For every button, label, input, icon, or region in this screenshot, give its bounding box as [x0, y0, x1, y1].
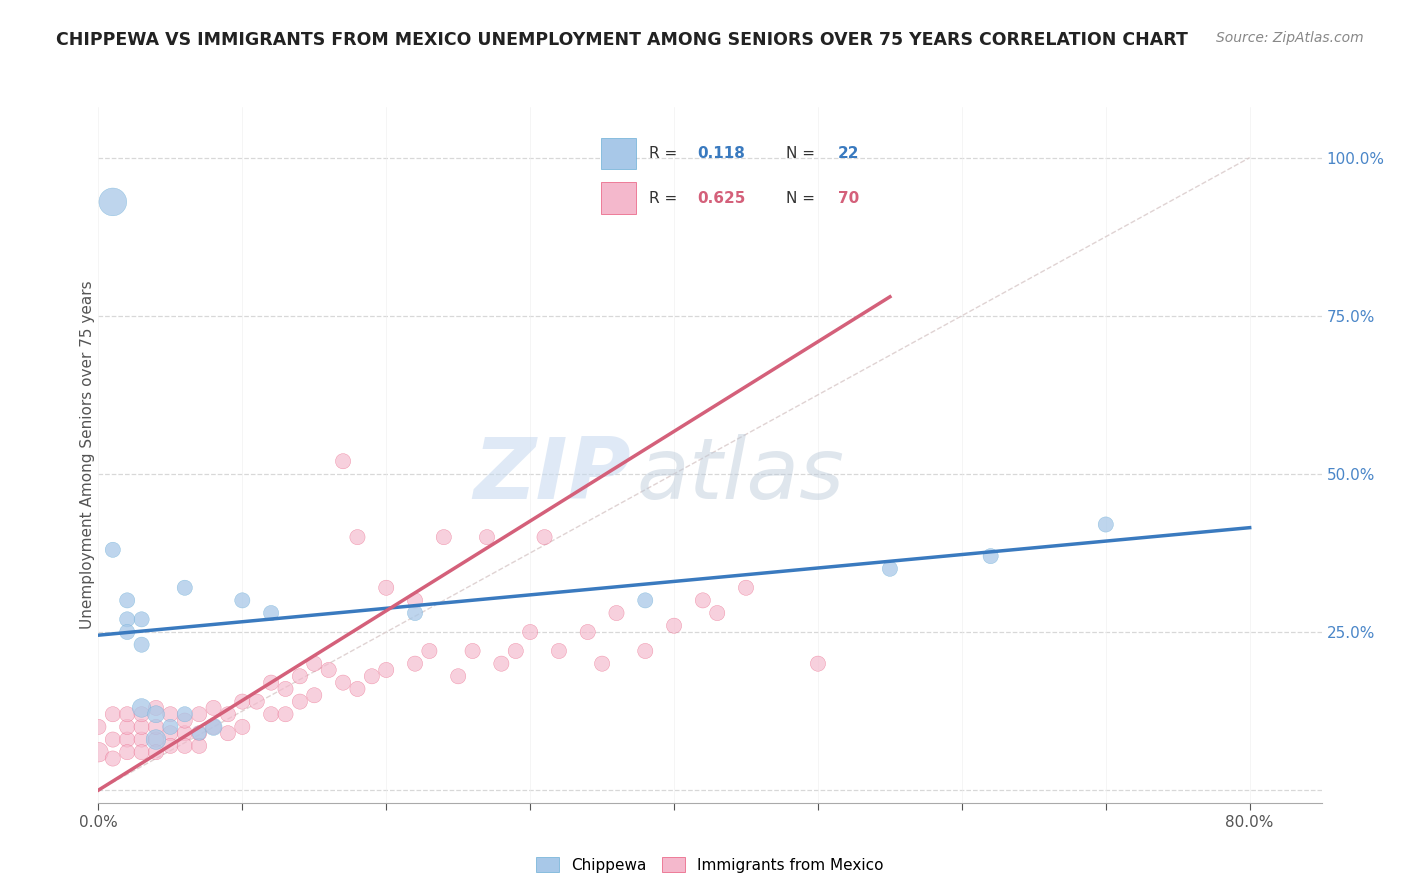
- Point: [505, 644, 527, 658]
- Point: [519, 625, 541, 640]
- Point: [404, 593, 426, 607]
- Point: [231, 593, 253, 607]
- Point: [274, 681, 297, 696]
- Point: [304, 688, 326, 702]
- Point: [706, 606, 728, 620]
- Point: [188, 707, 211, 722]
- Point: [447, 669, 470, 683]
- Point: [159, 739, 181, 753]
- Point: [115, 745, 138, 759]
- Point: [533, 530, 555, 544]
- Point: [404, 657, 426, 671]
- Point: [87, 745, 110, 759]
- Point: [634, 644, 657, 658]
- Point: [115, 593, 138, 607]
- Point: [101, 707, 124, 722]
- Point: [418, 644, 440, 658]
- Point: [274, 707, 297, 722]
- Point: [101, 751, 124, 765]
- Point: [304, 657, 326, 671]
- Point: [87, 720, 110, 734]
- Point: [173, 581, 195, 595]
- Point: [202, 701, 225, 715]
- Point: [231, 720, 253, 734]
- Point: [288, 695, 311, 709]
- Point: [692, 593, 714, 607]
- Point: [202, 720, 225, 734]
- Point: [145, 707, 167, 722]
- Point: [433, 530, 456, 544]
- Text: ZIP: ZIP: [472, 434, 630, 517]
- Point: [159, 707, 181, 722]
- Point: [807, 657, 830, 671]
- Point: [288, 669, 311, 683]
- Point: [131, 707, 153, 722]
- Point: [980, 549, 1002, 563]
- Point: [231, 695, 253, 709]
- Point: [145, 701, 167, 715]
- Point: [173, 707, 195, 722]
- Point: [548, 644, 571, 658]
- Text: CHIPPEWA VS IMMIGRANTS FROM MEXICO UNEMPLOYMENT AMONG SENIORS OVER 75 YEARS CORR: CHIPPEWA VS IMMIGRANTS FROM MEXICO UNEMP…: [56, 31, 1188, 49]
- Point: [735, 581, 758, 595]
- Y-axis label: Unemployment Among Seniors over 75 years: Unemployment Among Seniors over 75 years: [80, 281, 94, 629]
- Point: [879, 562, 901, 576]
- Point: [145, 732, 167, 747]
- Point: [260, 675, 283, 690]
- Point: [360, 669, 382, 683]
- Point: [131, 745, 153, 759]
- Text: atlas: atlas: [637, 434, 845, 517]
- Point: [217, 707, 239, 722]
- Point: [591, 657, 613, 671]
- Point: [145, 745, 167, 759]
- Point: [159, 720, 181, 734]
- Point: [188, 739, 211, 753]
- Point: [188, 726, 211, 740]
- Text: Source: ZipAtlas.com: Source: ZipAtlas.com: [1216, 31, 1364, 45]
- Point: [188, 726, 211, 740]
- Point: [159, 726, 181, 740]
- Point: [145, 732, 167, 747]
- Point: [491, 657, 513, 671]
- Point: [115, 707, 138, 722]
- Point: [173, 739, 195, 753]
- Point: [346, 681, 368, 696]
- Point: [332, 675, 354, 690]
- Point: [115, 732, 138, 747]
- Point: [173, 726, 195, 740]
- Point: [246, 695, 269, 709]
- Point: [461, 644, 484, 658]
- Point: [131, 612, 153, 626]
- Point: [332, 454, 354, 468]
- Point: [131, 732, 153, 747]
- Point: [173, 714, 195, 728]
- Point: [1094, 517, 1116, 532]
- Point: [131, 720, 153, 734]
- Point: [260, 707, 283, 722]
- Point: [131, 701, 153, 715]
- Point: [101, 732, 124, 747]
- Point: [576, 625, 599, 640]
- Point: [605, 606, 627, 620]
- Point: [634, 593, 657, 607]
- Point: [115, 612, 138, 626]
- Legend: Chippewa, Immigrants from Mexico: Chippewa, Immigrants from Mexico: [530, 850, 890, 879]
- Point: [145, 720, 167, 734]
- Point: [346, 530, 368, 544]
- Point: [375, 663, 398, 677]
- Point: [662, 618, 685, 632]
- Point: [318, 663, 340, 677]
- Point: [475, 530, 498, 544]
- Point: [404, 606, 426, 620]
- Point: [217, 726, 239, 740]
- Point: [115, 625, 138, 640]
- Point: [131, 638, 153, 652]
- Point: [260, 606, 283, 620]
- Point: [375, 581, 398, 595]
- Point: [115, 720, 138, 734]
- Point: [101, 542, 124, 557]
- Point: [101, 194, 124, 209]
- Point: [202, 720, 225, 734]
